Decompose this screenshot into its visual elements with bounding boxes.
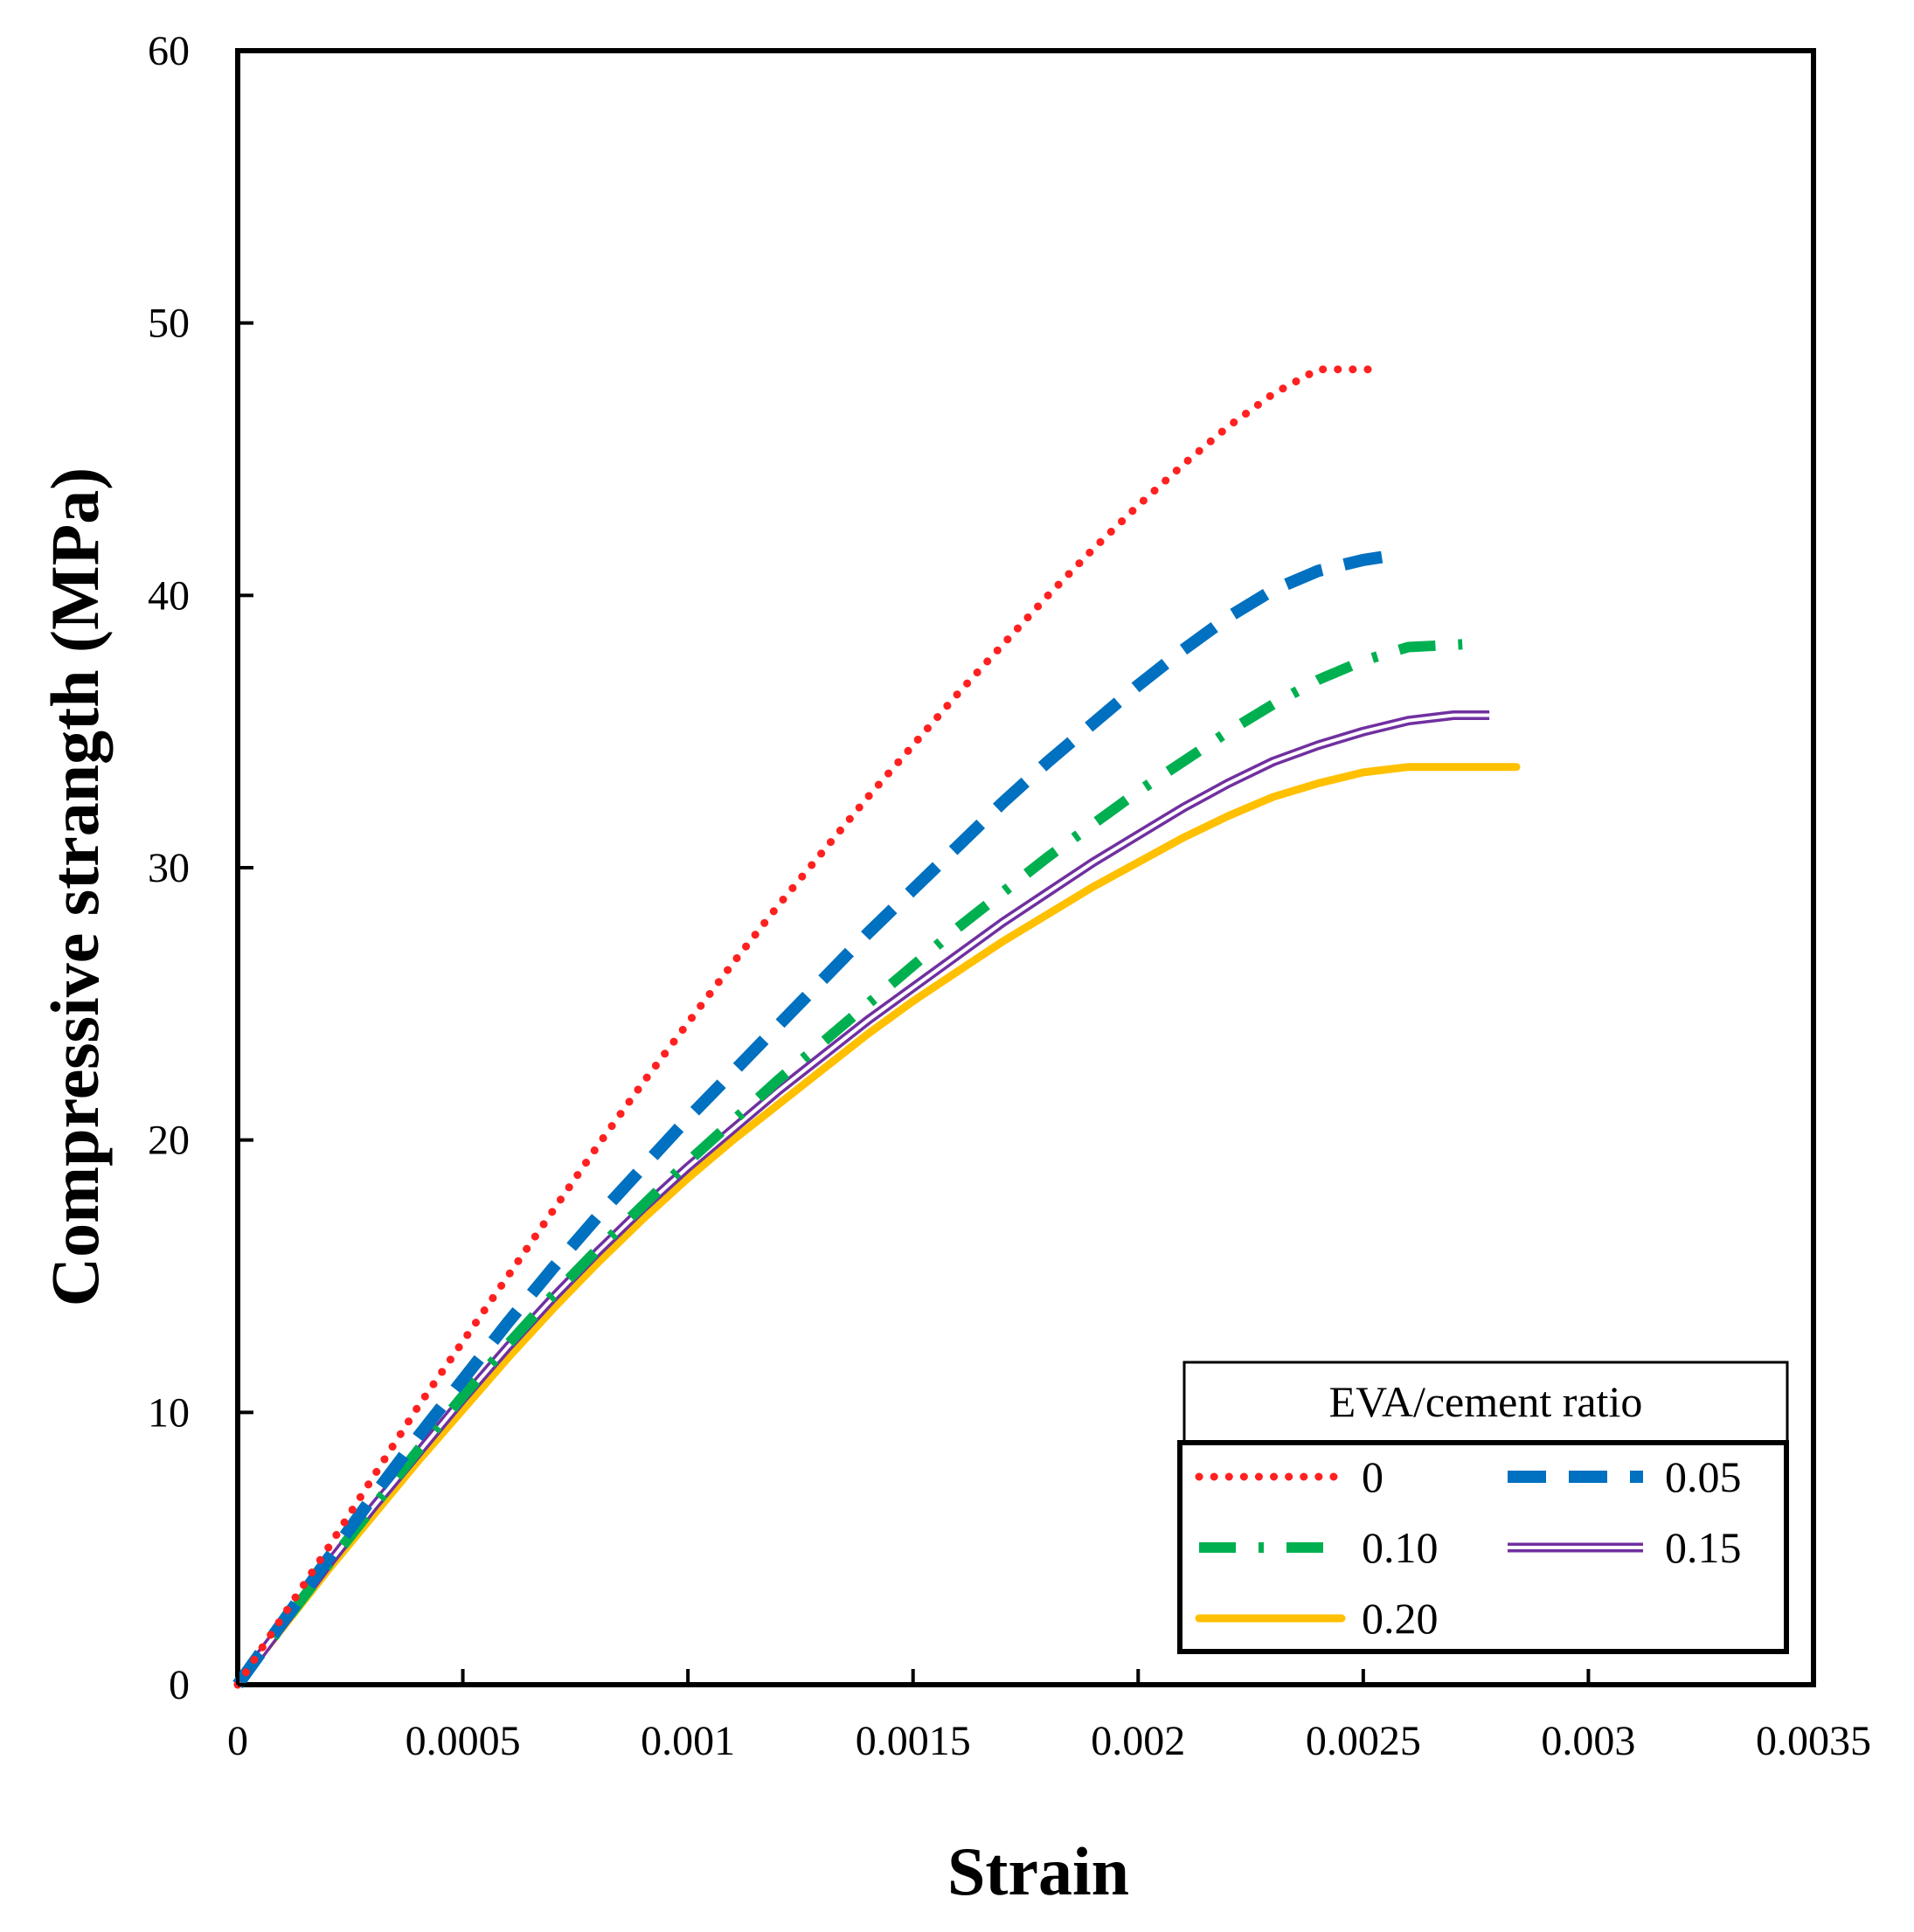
legend-title: EVA/cement ratio bbox=[1329, 1377, 1643, 1426]
y-tick-label: 10 bbox=[148, 1389, 190, 1436]
legend-label-0-10: 0.10 bbox=[1362, 1523, 1439, 1572]
legend-entry-0-15: 0.15 bbox=[1508, 1523, 1742, 1572]
series-line-0-05 bbox=[232, 548, 1401, 1689]
series-0 bbox=[233, 365, 1377, 1689]
series-0-05 bbox=[232, 548, 1401, 1689]
series-0-15 bbox=[233, 710, 1490, 1688]
legend-label-0-15: 0.15 bbox=[1665, 1523, 1742, 1572]
y-tick-label: 50 bbox=[148, 301, 190, 347]
x-tick-label: 0.002 bbox=[1091, 1718, 1185, 1764]
x-axis-title: Strain bbox=[947, 1833, 1129, 1909]
y-tick-label: 0 bbox=[169, 1662, 190, 1708]
legend-label-0-20: 0.20 bbox=[1362, 1594, 1439, 1643]
series-line-0 bbox=[233, 365, 1377, 1689]
y-tick-label: 20 bbox=[148, 1118, 190, 1164]
y-axis-title: Compressive strangth (MPa) bbox=[37, 467, 113, 1306]
series-line-0-10 bbox=[233, 639, 1463, 1688]
legend-entry-0: 0 bbox=[1195, 1452, 1383, 1501]
legend-label-0: 0 bbox=[1362, 1452, 1383, 1501]
y-tick-label: 40 bbox=[148, 572, 190, 619]
legend-entry-0-05: 0.05 bbox=[1508, 1452, 1742, 1501]
x-tick-label: 0.0015 bbox=[856, 1718, 971, 1764]
series-line-0-20 bbox=[233, 763, 1521, 1689]
x-tick-label: 0.001 bbox=[641, 1718, 735, 1764]
series-layer bbox=[232, 365, 1521, 1689]
legend-entry-0-20: 0.20 bbox=[1195, 1594, 1439, 1643]
series-0-20 bbox=[233, 763, 1521, 1689]
x-tick-label: 0.003 bbox=[1541, 1718, 1635, 1764]
y-axis-ticks: 0 10 20 30 40 50 60 bbox=[148, 28, 253, 1708]
legend-entry-0-10: 0.10 bbox=[1199, 1523, 1439, 1572]
x-tick-label: 0.0025 bbox=[1306, 1718, 1421, 1764]
legend-label-0-05: 0.05 bbox=[1665, 1452, 1742, 1501]
series-line-0-15-inner bbox=[236, 713, 1490, 1686]
x-tick-label: 0 bbox=[227, 1718, 248, 1764]
legend-title-box bbox=[1182, 1361, 1789, 1444]
x-axis-ticks: 0 0.0005 0.001 0.0015 0.002 0.0025 0.003 0.0035 bbox=[227, 1669, 1871, 1764]
legend: EVA/cement ratio 0 0.05 0.10 0.15 0.20 bbox=[1177, 1361, 1789, 1654]
y-tick-label: 30 bbox=[148, 845, 190, 891]
y-tick-label: 60 bbox=[148, 28, 190, 74]
x-tick-label: 0.0035 bbox=[1756, 1718, 1871, 1764]
series-0-10 bbox=[233, 639, 1463, 1688]
x-tick-label: 0.0005 bbox=[406, 1718, 521, 1764]
